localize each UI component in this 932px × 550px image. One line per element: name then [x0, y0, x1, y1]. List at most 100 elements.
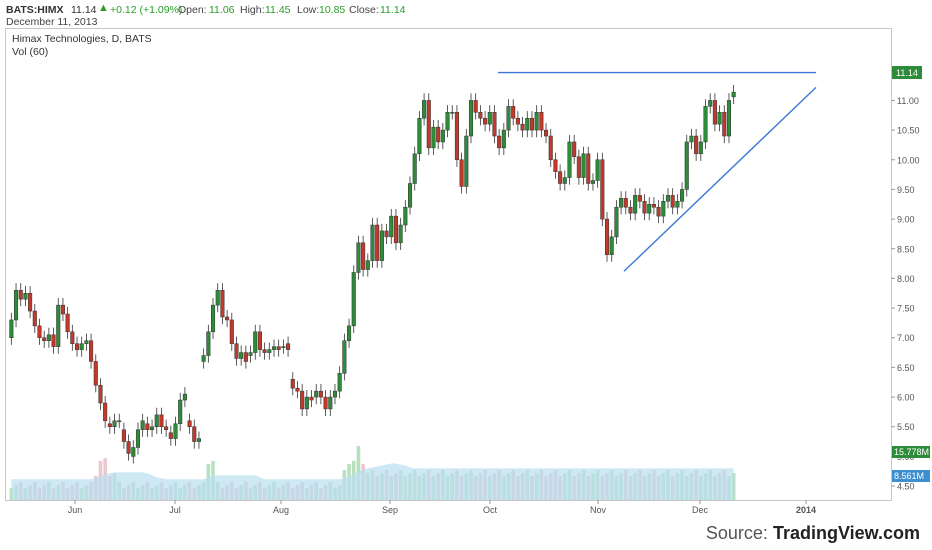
candle-body — [220, 290, 225, 318]
candle-body — [520, 123, 525, 131]
candle-body — [93, 361, 98, 386]
candle-body — [473, 100, 478, 113]
candle-body — [323, 396, 328, 410]
price-change: +0.12 (+1.09%) — [110, 4, 183, 16]
candle-body — [675, 201, 680, 208]
candle-body — [196, 438, 201, 442]
open-value: 11.06 — [209, 4, 235, 16]
candle-body — [351, 272, 356, 327]
price-tick-label: 7.50 — [897, 304, 915, 314]
price-tick-label: 10.00 — [897, 155, 920, 165]
candle-body — [539, 112, 544, 131]
candle-body — [403, 206, 408, 226]
candle-body — [398, 224, 403, 244]
candle-body — [572, 141, 577, 158]
candle-body — [417, 117, 422, 155]
price-tick-label: 7.00 — [897, 333, 915, 343]
candle-body — [23, 292, 28, 300]
price-tick-label: 8.50 — [897, 244, 915, 254]
candle-body — [506, 106, 511, 131]
candle-body — [318, 390, 323, 398]
time-tick-label: Oct — [483, 505, 498, 515]
candle-body — [722, 112, 727, 137]
candle-body — [271, 346, 277, 350]
price-tick-label: 9.00 — [897, 215, 915, 225]
support-trendline[interactable] — [623, 86, 817, 272]
candle-body — [689, 135, 694, 143]
date-label: December 11, 2013 — [6, 16, 98, 28]
candle-body — [712, 100, 717, 125]
candle-body — [726, 100, 731, 137]
candle-body — [328, 396, 333, 410]
candle-body — [534, 112, 539, 131]
close-value: 11.14 — [380, 4, 406, 16]
candle-body — [412, 153, 417, 184]
candle-body — [548, 135, 553, 161]
candle-body — [365, 260, 370, 270]
volume-badge-2 — [892, 470, 930, 482]
volume-badge-1-label: 15.778M — [894, 447, 929, 457]
candle-body — [107, 423, 112, 427]
candle-body — [600, 159, 605, 220]
candle-body — [267, 349, 272, 353]
candle-body — [515, 117, 520, 125]
candle-body — [56, 304, 61, 347]
candle-body — [201, 355, 206, 362]
candle-body — [140, 420, 145, 430]
price-tick-label: 10.50 — [897, 126, 920, 136]
candle-body — [422, 100, 427, 119]
candle-body — [229, 319, 234, 344]
time-tick-label: 2014 — [796, 505, 816, 515]
high-value: 11.45 — [265, 4, 291, 16]
candle-body — [483, 117, 488, 125]
candle-body — [576, 156, 581, 178]
chart-title: Himax Technologies, D, BATS — [12, 33, 152, 45]
candle-body — [497, 135, 502, 149]
candle-body — [347, 325, 352, 341]
candle-body — [454, 112, 459, 161]
close-label: Close: — [349, 4, 379, 16]
volume-average-area — [11, 463, 734, 500]
candle-body — [590, 180, 595, 184]
candle-body — [628, 206, 633, 214]
candle-body — [609, 236, 614, 255]
candle-body — [168, 432, 173, 439]
candle-body — [361, 242, 366, 270]
candle-body — [586, 153, 591, 184]
candle-body — [159, 414, 164, 427]
candle-body — [51, 334, 56, 347]
candle-body — [70, 331, 75, 344]
candle-body — [501, 129, 506, 149]
candle-body — [581, 153, 586, 178]
candle-body — [614, 206, 619, 238]
time-tick-label: Dec — [692, 505, 709, 515]
price-tick-label: 4.50 — [897, 482, 915, 492]
candle-body — [478, 112, 483, 119]
candle-body — [619, 198, 624, 208]
candle-body — [464, 135, 469, 187]
price-tick-label: 5.50 — [897, 422, 915, 432]
candle-body — [384, 230, 389, 238]
candle-body — [595, 159, 600, 181]
candle-body — [445, 112, 450, 131]
candle-body — [290, 379, 295, 389]
symbol[interactable]: BATS:HIMX — [6, 4, 64, 16]
tradingview-brand[interactable]: TradingView.com — [772, 523, 920, 543]
last-price-badge — [892, 66, 922, 79]
candle-body — [112, 420, 117, 427]
candle-body — [150, 426, 155, 430]
price-tick-label: 8.00 — [897, 274, 915, 284]
last-price-badge-label: 11.14 — [896, 68, 918, 78]
time-tick-label: Jun — [68, 505, 83, 515]
candle-body — [356, 242, 361, 273]
time-axis: Jun Jul Aug Sep Oct Nov Dec 2014 — [68, 500, 816, 515]
candle-body — [703, 106, 708, 143]
candle-body — [89, 340, 94, 362]
time-tick-label: Sep — [382, 505, 398, 515]
candle-body — [698, 141, 703, 155]
candle-body — [529, 117, 535, 131]
candle-body — [60, 304, 65, 315]
candle-body — [511, 106, 516, 119]
candle-body — [42, 337, 47, 341]
